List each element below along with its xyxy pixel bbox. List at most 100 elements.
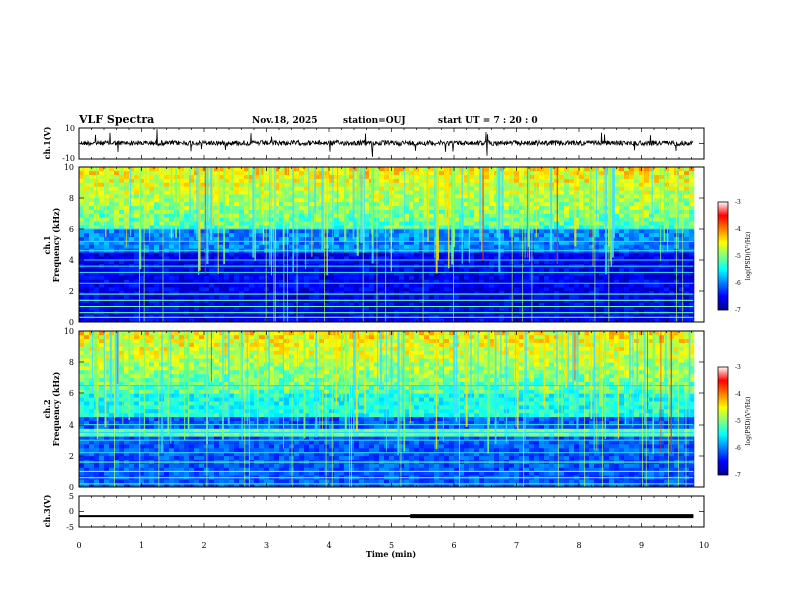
spectrogram-cell: [559, 201, 565, 207]
spectrogram-cell: [349, 213, 355, 218]
spectrogram-cell: [84, 174, 90, 179]
spectrogram-cell: [219, 190, 225, 195]
spectrogram-cell: [594, 229, 600, 234]
spectrogram-cell: [444, 275, 450, 280]
spectrogram-cell: [524, 167, 530, 172]
spectrogram-cell: [514, 306, 520, 311]
spectrogram-cell: [679, 221, 685, 226]
spectrogram-cell: [259, 198, 265, 203]
spectrogram-cell: [439, 186, 445, 191]
spectrogram-cell: [444, 256, 450, 261]
spectrogram-cell: [489, 283, 495, 288]
spectrogram-cell: [89, 194, 95, 199]
spectrogram-cell: [184, 256, 190, 261]
spectrogram-cell: [554, 232, 560, 238]
spectrogram-cell: [384, 244, 390, 249]
spectrogram-cell: [619, 306, 625, 311]
spectrogram-cell: [399, 182, 405, 187]
spectrogram-cell: [584, 306, 590, 311]
spectrogram-cell: [79, 190, 85, 195]
spectrogram-cell: [274, 221, 280, 226]
spectrogram-cell: [319, 291, 325, 296]
spectrogram-cell: [79, 287, 85, 292]
spectrogram-cell: [414, 190, 420, 195]
spectrogram-cell: [369, 302, 375, 307]
spectrogram-cell: [239, 221, 245, 226]
spectrogram-cell: [364, 279, 370, 284]
spectrogram-cell: [329, 232, 335, 238]
spectrogram-cell: [269, 275, 275, 280]
spectrogram-cell: [109, 236, 115, 241]
spectrogram-cell: [119, 318, 125, 322]
spectrogram-cell: [579, 201, 585, 207]
spectrogram-cell: [379, 190, 385, 195]
spectrogram-cell: [174, 236, 180, 241]
spectrogram-cell: [184, 178, 190, 183]
spectrogram-cell: [504, 225, 510, 230]
spectrogram-cell: [279, 291, 285, 296]
spectrogram-cell: [484, 298, 490, 303]
spectrogram-cell: [364, 267, 370, 272]
spectrogram-cell: [499, 174, 505, 179]
spectrogram-cell: [189, 260, 195, 265]
spectrogram-cell: [394, 260, 400, 265]
spectrogram-cell: [114, 256, 120, 261]
spectrogram-cell: [234, 294, 240, 300]
spectrogram-cell: [554, 283, 560, 288]
spectrogram-cell: [424, 314, 430, 319]
spectrogram-cell: [644, 174, 650, 179]
spectrogram-cell: [544, 279, 550, 284]
spectrogram-cell: [544, 225, 550, 230]
spectrogram-cell: [504, 170, 510, 176]
spectrogram-cell: [119, 291, 125, 296]
spectrogram-cell: [89, 240, 95, 245]
spectrogram-cell: [309, 318, 315, 322]
spectrogram-cell: [94, 318, 100, 322]
spectrogram-cell: [354, 298, 360, 303]
spectrogram-cell: [429, 279, 435, 284]
spectrogram-cell: [494, 294, 500, 300]
spectrogram-cell: [594, 275, 600, 280]
spectrogram-cell: [429, 213, 435, 218]
spectrogram-cell: [304, 167, 310, 172]
spectrogram-cell: [89, 217, 95, 222]
spectrogram-cell: [669, 279, 675, 284]
spectrogram-cell: [419, 271, 425, 276]
spectrogram-cell: [349, 186, 355, 191]
spectrogram-cell: [339, 236, 345, 241]
spectrogram-cell: [614, 194, 620, 199]
spectrogram-cell: [444, 240, 450, 245]
spectrogram-cell: [304, 209, 310, 214]
spectrogram-cell: [414, 298, 420, 303]
spectrogram-cell: [174, 298, 180, 303]
spectrogram-cell: [139, 213, 145, 218]
spectrogram-cell: [154, 182, 160, 187]
spectrogram-cell: [659, 205, 665, 210]
spectrogram-cell: [659, 190, 665, 195]
spectrogram-cell: [469, 294, 475, 300]
spectrogram-cell: [289, 232, 295, 238]
spectrogram-cell: [339, 240, 345, 245]
spectrogram-cell: [314, 267, 320, 272]
spectrogram-cell: [649, 298, 655, 303]
spectrogram-cell: [579, 167, 585, 172]
spectrogram-cell: [234, 314, 240, 319]
spectrogram-cell: [169, 314, 175, 319]
spectrogram-cell: [284, 167, 290, 172]
spectrogram-cell: [564, 201, 570, 207]
spectrogram-cell: [669, 267, 675, 272]
spectrogram-cell: [569, 167, 575, 172]
spectrogram-cell: [209, 302, 215, 307]
spectrogram-cell: [629, 186, 635, 191]
spectrogram-cell: [304, 236, 310, 241]
spectrogram-cell: [474, 232, 480, 238]
spectrogram-cell: [419, 186, 425, 191]
spectrogram-cell: [254, 267, 260, 272]
spectrogram-cell: [679, 279, 685, 284]
spectrogram-cell: [589, 240, 595, 245]
spectrogram-cell: [484, 232, 490, 238]
spectrogram-cell: [444, 225, 450, 230]
spectrogram-cell: [414, 201, 420, 207]
spectrogram-cell: [629, 209, 635, 214]
spectrogram-cell: [519, 244, 525, 249]
